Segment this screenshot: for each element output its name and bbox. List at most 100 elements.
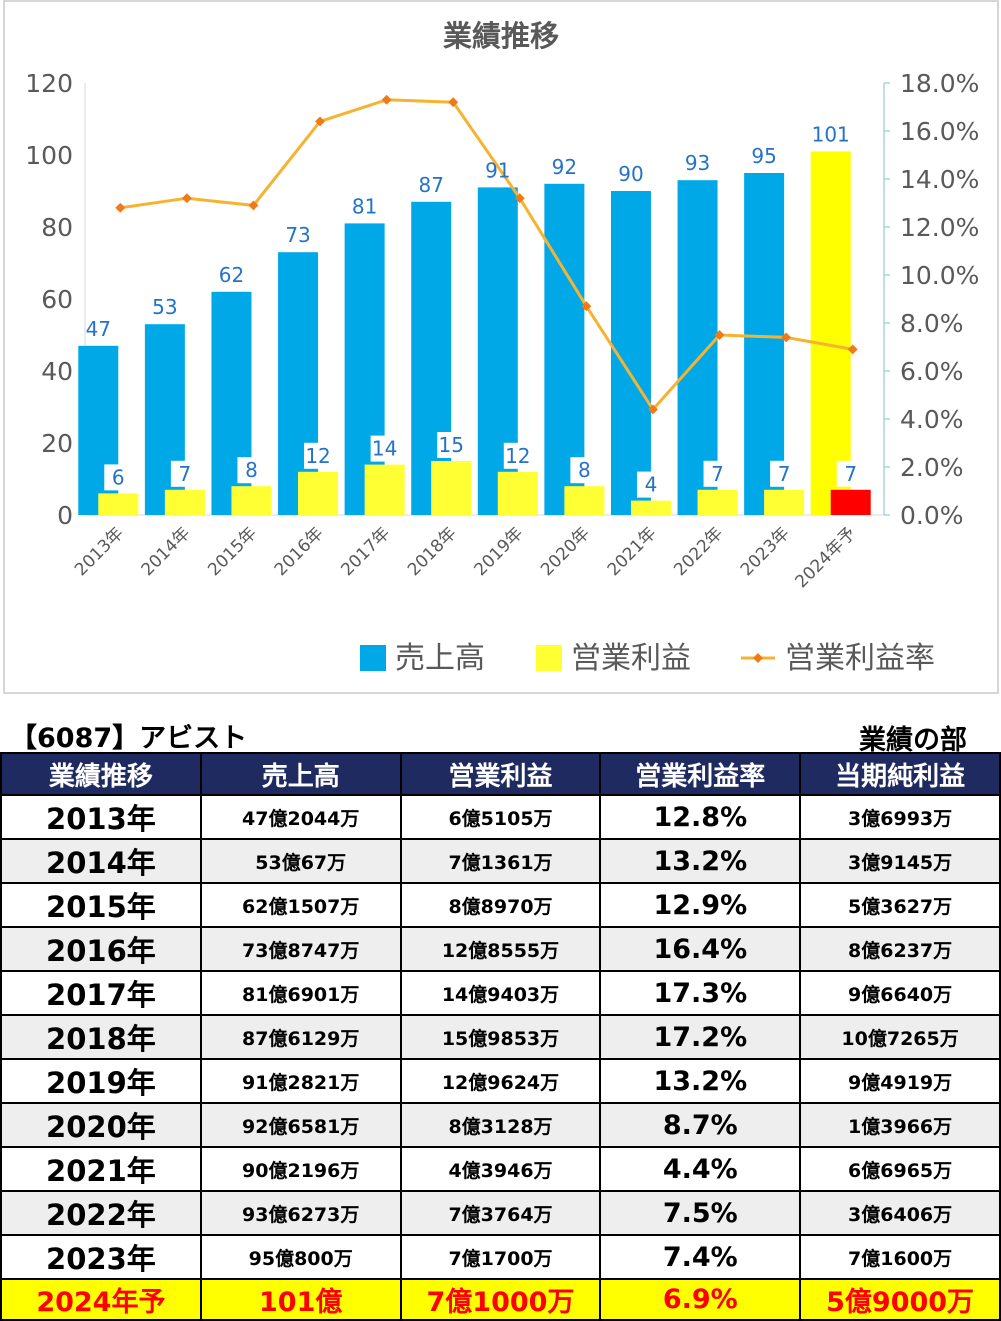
cell-net-profit: 1億3966万 xyxy=(799,1102,1001,1148)
data-label-operating-profit: 7 xyxy=(711,462,724,486)
bar-operating-profit xyxy=(298,471,339,515)
cell-net-profit: 3億6993万 xyxy=(799,794,1001,840)
section-label: 業績の部 xyxy=(859,725,967,756)
cell-net-profit: 9億6640万 xyxy=(799,970,1001,1016)
legend-label-sales: 売上高 xyxy=(395,641,485,676)
cell-operating-profit: 7億1000万 xyxy=(399,1278,602,1321)
data-label-sales: 53 xyxy=(152,295,177,319)
x-tick-label: 2015年 xyxy=(204,523,261,580)
data-label-sales: 62 xyxy=(219,263,244,287)
cell-operating-margin: 8.7% xyxy=(599,1102,802,1148)
cell-net-profit: 5億3627万 xyxy=(799,882,1001,928)
cell-year: 2019年 xyxy=(0,1058,202,1104)
table-row: 2021年 90億2196万 4億3946万 4.4% 6億6965万 xyxy=(0,1146,1001,1192)
y2-tick-label: 14.0% xyxy=(900,165,979,194)
cell-operating-profit: 7億1700万 xyxy=(399,1234,602,1280)
y-tick-label: 80 xyxy=(41,213,73,242)
cell-sales: 53億67万 xyxy=(199,838,402,884)
cell-net-profit: 8億6237万 xyxy=(799,926,1001,972)
chart-title: 業績推移 xyxy=(443,19,559,53)
data-label-backing xyxy=(237,457,266,484)
cell-operating-profit: 7億1361万 xyxy=(399,838,602,884)
marker-operating-margin xyxy=(248,200,259,211)
header-operating-profit: 営業利益 xyxy=(399,752,602,796)
cell-operating-profit: 6億5105万 xyxy=(399,794,602,840)
cell-sales: 101億 xyxy=(199,1278,402,1321)
y2-tick-label: 16.0% xyxy=(900,117,979,146)
cell-sales: 93億6273万 xyxy=(199,1190,402,1236)
line-operating-margin xyxy=(120,98,853,412)
cell-operating-margin: 17.3% xyxy=(599,970,802,1016)
cell-sales: 90億2196万 xyxy=(199,1146,402,1192)
cell-sales: 81億6901万 xyxy=(199,970,402,1016)
performance-table: 業績推移 売上高 営業利益 営業利益率 当期純利益 2013年 47億2044万 6… xyxy=(0,752,1001,1321)
cell-operating-margin: 13.2% xyxy=(599,1058,802,1104)
y2-tick-label: 4.0% xyxy=(900,405,964,434)
y2-tick-label: 2.0% xyxy=(900,453,964,482)
data-label-sales: 93 xyxy=(685,151,710,175)
bar-operating-profit xyxy=(164,489,205,515)
x-tick-label: 2023年 xyxy=(737,523,794,580)
marker-operating-margin xyxy=(115,202,126,213)
table-row: 2018年 87億6129万 15億9853万 17.2% 10億7265万 xyxy=(0,1014,1001,1060)
y-tick-label: 60 xyxy=(41,285,73,314)
table-row-forecast: 2024年予 101億 7億1000万 6.9% 5億9000万 xyxy=(0,1278,1001,1321)
y2-tick-label: 0.0% xyxy=(900,501,964,530)
table-row: 2022年 93億6273万 7億3764万 7.5% 3億6406万 xyxy=(0,1190,1001,1236)
data-label-sales: 101 xyxy=(812,122,850,146)
y-tick-label: 100 xyxy=(25,141,73,170)
data-label-backing xyxy=(304,442,333,469)
cell-operating-margin: 4.4% xyxy=(599,1146,802,1192)
bar-operating-profit xyxy=(231,486,272,515)
cell-year: 2013年 xyxy=(0,794,202,840)
cell-sales: 92億6581万 xyxy=(199,1102,402,1148)
data-label-sales: 87 xyxy=(418,173,443,197)
cell-sales: 47億2044万 xyxy=(199,794,402,840)
cell-sales: 62億1507万 xyxy=(199,882,402,928)
cell-operating-profit: 8億3128万 xyxy=(399,1102,602,1148)
cell-operating-profit: 12億8555万 xyxy=(399,926,602,972)
company-title: 【6087】アビスト xyxy=(10,723,248,754)
cell-net-profit: 6億6965万 xyxy=(799,1146,1001,1192)
y-tick-label: 120 xyxy=(25,69,73,98)
legend-swatch-operating-profit xyxy=(536,645,562,671)
bar-sales xyxy=(278,252,319,515)
cell-year: 2022年 xyxy=(0,1190,202,1236)
cell-net-profit: 7億1600万 xyxy=(799,1234,1001,1280)
legend-marker-operating-margin xyxy=(753,653,763,663)
cell-operating-margin: 6.9% xyxy=(599,1278,802,1321)
y-tick-label: 0 xyxy=(57,501,73,530)
x-tick-label: 2018年 xyxy=(404,523,461,580)
cell-year: 2021年 xyxy=(0,1146,202,1192)
bar-operating-profit xyxy=(431,461,472,515)
data-label-sales: 92 xyxy=(552,155,577,179)
bar-operating-profit xyxy=(497,471,538,515)
data-label-operating-profit: 12 xyxy=(305,444,330,468)
data-label-backing xyxy=(170,460,199,487)
table-header-row: 業績推移 売上高 営業利益 営業利益率 当期純利益 xyxy=(0,752,1001,796)
marker-operating-margin xyxy=(781,332,792,343)
data-label-backing xyxy=(570,457,599,484)
table-row: 2013年 47億2044万 6億5105万 12.8% 3億6993万 xyxy=(0,794,1001,840)
cell-operating-profit: 8億8970万 xyxy=(399,882,602,928)
y2-tick-label: 6.0% xyxy=(900,357,964,386)
cell-year: 2023年 xyxy=(0,1234,202,1280)
y-tick-label: 20 xyxy=(41,429,73,458)
cell-year: 2018年 xyxy=(0,1014,202,1060)
cell-operating-margin: 17.2% xyxy=(599,1014,802,1060)
cell-net-profit: 9億4919万 xyxy=(799,1058,1001,1104)
cell-operating-profit: 12億9624万 xyxy=(399,1058,602,1104)
cell-operating-margin: 7.5% xyxy=(599,1190,802,1236)
cell-net-profit: 5億9000万 xyxy=(799,1278,1001,1321)
x-tick-label: 2013年 xyxy=(71,523,128,580)
data-label-backing xyxy=(503,442,532,469)
header-net-profit: 当期純利益 xyxy=(799,752,1001,796)
y2-tick-label: 18.0% xyxy=(900,69,979,98)
data-label-backing xyxy=(437,432,466,458)
cell-operating-margin: 13.2% xyxy=(599,838,802,884)
y-tick-label: 40 xyxy=(41,357,73,386)
data-label-sales: 90 xyxy=(618,162,643,186)
bar-operating-profit xyxy=(830,489,871,515)
header-operating-margin: 営業利益率 xyxy=(599,752,802,796)
table-row: 2016年 73億8747万 12億8555万 16.4% 8億6237万 xyxy=(0,926,1001,972)
